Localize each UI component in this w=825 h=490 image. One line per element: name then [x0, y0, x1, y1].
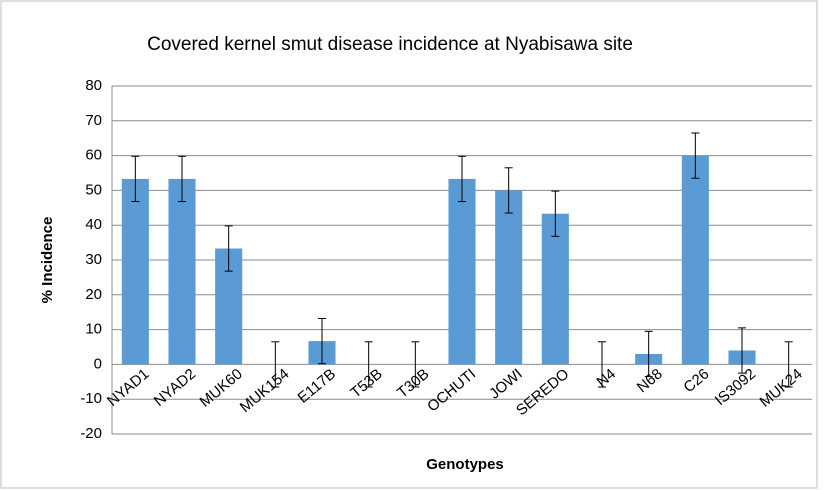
y-tick-label: 70: [85, 112, 102, 129]
y-axis-label: % Incidence: [39, 217, 56, 304]
error-bar: [364, 341, 373, 388]
y-tick-label: 30: [85, 251, 102, 268]
chart-title: Covered kernel smut disease incidence at…: [147, 34, 633, 55]
y-tick-label: 60: [85, 147, 102, 164]
error-bar: [551, 190, 560, 237]
error-bar: [598, 341, 606, 388]
y-tick-label: -20: [80, 425, 102, 442]
error-bar: [224, 225, 233, 272]
y-tick-label: 0: [94, 355, 102, 372]
error-bar: [784, 341, 793, 388]
bar: [495, 190, 523, 365]
error-bar: [271, 341, 280, 388]
error-bar: [644, 330, 653, 378]
y-tick-label: 20: [85, 286, 102, 303]
error-bar: [178, 155, 186, 203]
error-bar: [691, 132, 700, 179]
bar: [168, 178, 196, 365]
y-tick-label: 10: [85, 321, 102, 338]
x-axis-label: Genotypes: [426, 456, 504, 473]
y-tick-label: 50: [85, 181, 102, 198]
error-bar: [504, 167, 513, 214]
error-bar: [458, 155, 466, 203]
y-tick-label: 40: [85, 216, 102, 233]
bar: [541, 213, 569, 365]
error-bar: [411, 341, 420, 388]
error-bar: [318, 317, 326, 365]
bar: [448, 178, 476, 365]
bar: [681, 155, 709, 365]
error-bar: [738, 327, 746, 374]
error-bar: [131, 155, 140, 203]
y-tick-label: -10: [80, 390, 102, 407]
y-tick-label: 80: [85, 77, 102, 94]
bar: [121, 178, 149, 365]
